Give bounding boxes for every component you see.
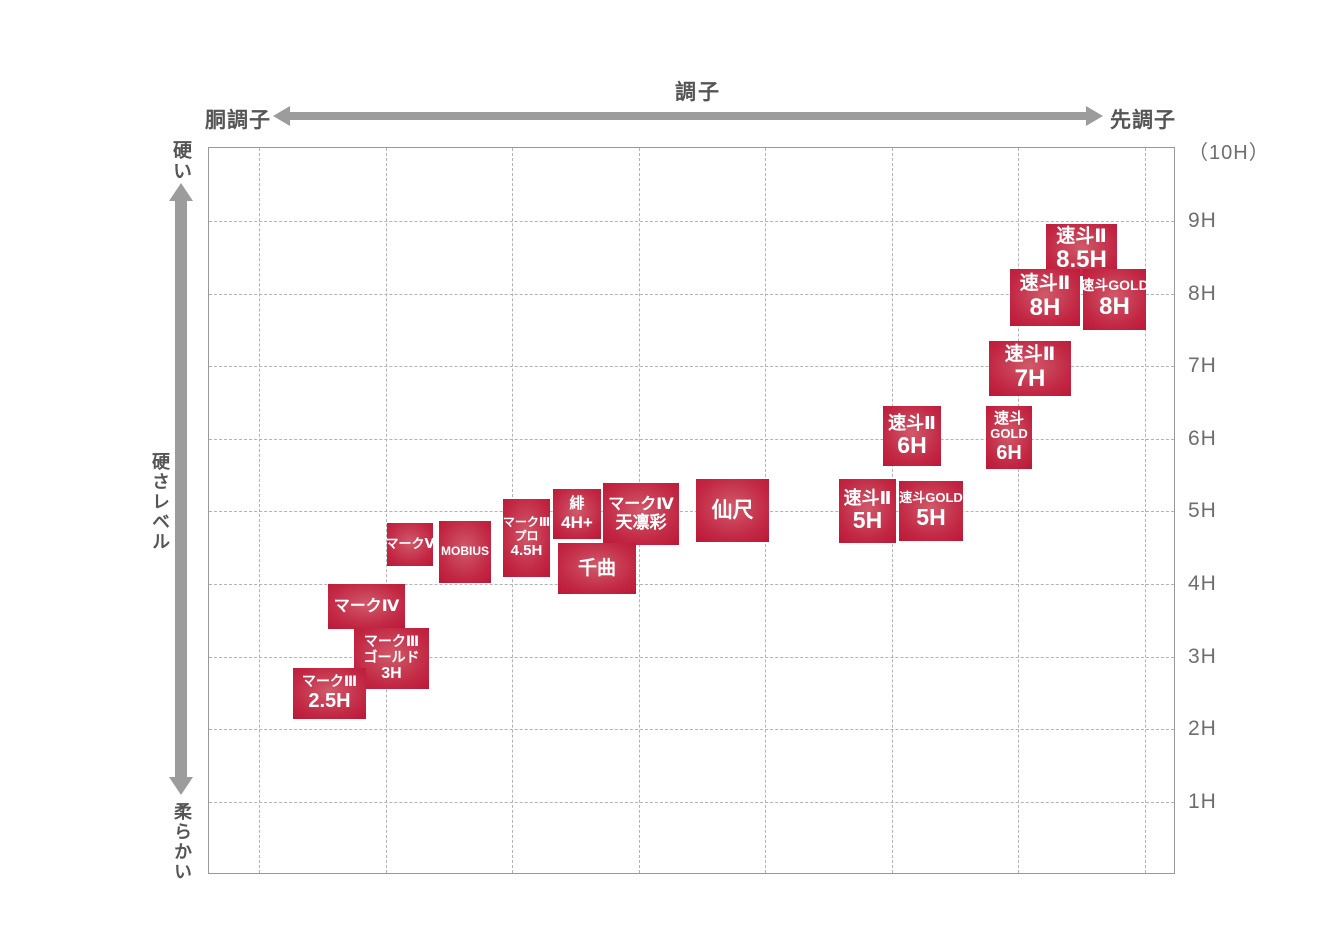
- hardness-tick-7H: 7H: [1188, 354, 1217, 378]
- product-box-senjaku: 仙尺: [696, 479, 769, 542]
- hardness-tick-5H: 5H: [1188, 499, 1217, 523]
- arrow-down-icon: [169, 777, 193, 795]
- product-label-line: 7H: [1014, 364, 1046, 392]
- product-box-chikuma: 千曲: [558, 543, 636, 594]
- hardness-tick-10H: （10H）: [1188, 142, 1270, 164]
- product-label-line: マークⅢ: [363, 632, 420, 649]
- product-label-line: 4.5H: [510, 542, 543, 560]
- product-label-line: 6H: [996, 441, 1022, 464]
- product-label-line: 速斗GOLD: [899, 489, 963, 505]
- product-label-line: 6H: [897, 432, 927, 459]
- product-box-hayato-gold-5h: 速斗GOLD 5H: [899, 481, 963, 541]
- product-box-hi-4h-plus: 緋 4H+: [553, 489, 601, 539]
- gridline-horizontal: [209, 221, 1174, 222]
- hardness-tick-9H: 9H: [1188, 209, 1217, 232]
- product-label-line: 速斗Ⅱ: [1056, 225, 1107, 247]
- plot-area: 速斗Ⅱ 8.5H 速斗Ⅱ 8H 速斗GOLD 8H 速斗Ⅱ 7H 速斗Ⅱ 6H 速斗 GOLD 6H 速斗…: [208, 147, 1175, 874]
- product-label-line: マークⅢ: [502, 515, 551, 530]
- soft-label: 柔らかい: [172, 802, 192, 882]
- product-label-line: GOLD: [990, 426, 1028, 442]
- product-label-line: 8H: [1099, 292, 1130, 320]
- arrow-shaft: [175, 197, 187, 781]
- arrow-up-icon: [169, 183, 193, 201]
- product-label-line: 千曲: [577, 557, 616, 579]
- product-box-mark3-2-5h: マークⅢ 2.5H: [293, 668, 366, 719]
- product-label-line: 8.5H: [1056, 246, 1107, 274]
- product-label-line: 速斗Ⅱ: [1004, 344, 1056, 366]
- product-box-mark4: マークⅣ: [328, 584, 405, 629]
- gridline-vertical: [1018, 148, 1019, 873]
- chart-title: 調子: [675, 81, 721, 104]
- product-label-line: 天凛彩: [615, 513, 667, 533]
- product-box-hayato-gold-6h: 速斗 GOLD 6H: [986, 406, 1032, 469]
- product-label-line: マークⅢ: [301, 673, 358, 690]
- arrow-shaft: [287, 112, 1089, 120]
- slow-action-label: 胴調子: [205, 109, 271, 132]
- gridline-vertical: [259, 148, 260, 873]
- gridline-horizontal: [209, 511, 1174, 513]
- product-label-line: 仙尺: [711, 498, 754, 522]
- product-label-line: マークⅣ: [608, 495, 674, 513]
- product-label-line: 速斗: [993, 409, 1024, 427]
- gridline-horizontal: [209, 438, 1174, 440]
- product-label-line: 2.5H: [308, 690, 351, 713]
- hardness-tick-8H: 8H: [1188, 281, 1217, 305]
- product-box-mobius: MOBIUS: [439, 521, 491, 583]
- hard-label: 硬い: [170, 140, 191, 182]
- product-label-line: 3H: [381, 665, 402, 683]
- product-box-hayato2-7h: 速斗Ⅱ 7H: [989, 341, 1071, 396]
- gridline-horizontal: [209, 584, 1174, 585]
- hardness-tick-3H: 3H: [1188, 644, 1217, 668]
- product-label-line: 5H: [916, 504, 946, 531]
- arrow-left-icon: [273, 106, 290, 126]
- gridline-horizontal: [209, 729, 1174, 731]
- gridline-horizontal: [209, 801, 1174, 803]
- product-box-hayato2-8-5h: 速斗Ⅱ 8.5H: [1046, 224, 1117, 276]
- gridline-vertical: [1144, 148, 1146, 873]
- action-axis-arrow: [273, 106, 1103, 126]
- product-label-line: プロ: [514, 528, 539, 543]
- product-label-line: 速斗Ⅱ: [888, 413, 936, 434]
- product-label-line: 8H: [1029, 293, 1061, 321]
- gridline-horizontal: [209, 656, 1174, 658]
- product-box-hayato2-5h: 速斗Ⅱ 5H: [839, 479, 896, 543]
- product-label-line: 緋: [569, 495, 585, 513]
- arrow-right-icon: [1086, 106, 1103, 126]
- product-box-hayato-gold-8h: 速斗GOLD 8H: [1080, 269, 1149, 330]
- gridline-horizontal: [209, 366, 1174, 368]
- hardness-axis-arrow: [169, 183, 193, 795]
- gridline-vertical: [385, 148, 387, 873]
- product-label-line: 速斗GOLD: [1080, 277, 1149, 294]
- product-label-line: 速斗Ⅱ: [1019, 273, 1071, 295]
- hardness-tick-2H: 2H: [1188, 717, 1217, 741]
- hardness-tick-4H: 4H: [1188, 572, 1217, 595]
- hardness-level-label: 硬さレベル: [150, 452, 170, 552]
- product-box-mark5: マークⅤ: [385, 523, 435, 566]
- product-label-line: 4H+: [561, 512, 593, 532]
- product-label-line: ゴールド: [363, 648, 420, 665]
- product-box-hayato2-6h: 速斗Ⅱ 6H: [883, 406, 941, 466]
- product-label-line: 速斗Ⅱ: [843, 488, 892, 509]
- hardness-tick-6H: 6H: [1188, 426, 1217, 450]
- gridline-horizontal: [209, 293, 1174, 295]
- product-label-line: 5H: [852, 507, 883, 534]
- product-label-line: マークⅣ: [333, 597, 400, 615]
- product-box-mark3-gold-3h: マークⅢ ゴールド 3H: [354, 628, 429, 689]
- product-label-line: MOBIUS: [441, 544, 489, 559]
- hardness-tick-1H: 1H: [1188, 789, 1217, 813]
- product-box-mark4-tenrinsai: マークⅣ 天凛彩: [603, 483, 679, 545]
- product-box-hayato2-8h: 速斗Ⅱ 8H: [1010, 269, 1080, 326]
- product-label-line: マークⅤ: [385, 536, 435, 552]
- fast-action-label: 先調子: [1110, 109, 1176, 132]
- product-box-mark3-pro-4-5h: マークⅢ プロ 4.5H: [503, 499, 550, 577]
